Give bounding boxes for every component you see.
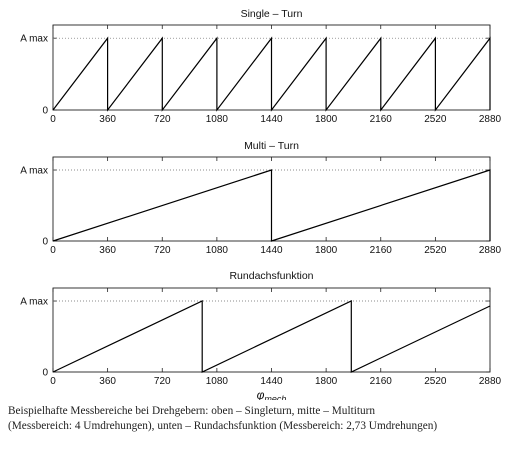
x-tick-label: 2880	[479, 245, 502, 256]
x-tick-label: 1440	[260, 245, 283, 256]
x-tick-label: 2520	[424, 114, 447, 125]
series-line	[52, 300, 491, 373]
y-tick-label: 0	[42, 237, 48, 248]
x-tick-label: 2880	[479, 114, 502, 125]
series-line	[52, 169, 491, 242]
plot-frame	[52, 287, 491, 373]
x-tick-label: 1080	[206, 245, 229, 256]
x-tick-label: 1080	[206, 114, 229, 125]
x-tick-label: 1080	[206, 376, 229, 387]
x-tick-label: 360	[99, 114, 116, 125]
x-tick-label: 1800	[315, 245, 338, 256]
y-tick-label: A max	[20, 166, 48, 177]
x-tick-label: 2160	[370, 376, 393, 387]
x-tick-label: 720	[154, 376, 171, 387]
x-tick-label: 2160	[370, 245, 393, 256]
x-tick-label: 720	[154, 245, 171, 256]
x-tick-label: 2160	[370, 114, 393, 125]
chart-title: Multi – Turn	[244, 140, 299, 152]
x-tick-label: 0	[50, 245, 56, 256]
caption-line-2: (Messbereich: 4 Umdrehungen), unten – Ru…	[8, 420, 438, 432]
x-tick-label: 360	[99, 245, 116, 256]
x-tick-label: 0	[50, 376, 56, 387]
x-tick-label: 2880	[479, 376, 502, 387]
chart-panel-3: Rundachsfunktion 0 360 720 1080 1440 1800 2160 2…	[20, 270, 501, 400]
x-tick-label: 2520	[424, 245, 447, 256]
x-tick-label: 360	[99, 376, 116, 387]
x-tick-label: 0	[50, 114, 56, 125]
x-tick-label: 2520	[424, 376, 447, 387]
y-tick-label: A max	[20, 297, 48, 308]
x-tick-label: 1440	[260, 376, 283, 387]
chart-title: Single – Turn	[241, 8, 303, 20]
x-tick-label: 1800	[315, 376, 338, 387]
caption-line-1: Beispielhafte Messbereiche bei Drehgeber…	[8, 405, 376, 417]
figure: Single – Turn 0 360 720 1080 1440 1800 2160 2520…	[20, 8, 501, 400]
series-line	[52, 36, 491, 112]
chart-title: Rundachsfunktion	[229, 270, 313, 282]
y-tick-label: A max	[20, 34, 48, 45]
x-tick-label: 1440	[260, 114, 283, 125]
x-axis-label: φmech	[257, 388, 287, 400]
figure-caption: Beispielhafte Messbereiche bei Drehgeber…	[8, 404, 513, 434]
y-tick-label: 0	[42, 368, 48, 379]
chart-panel-2: Multi – Turn 0 360 720 1080 1440 1800 2160 2520 2…	[20, 140, 501, 256]
x-tick-label: 1800	[315, 114, 338, 125]
y-tick-label: 0	[42, 106, 48, 117]
x-tick-label: 720	[154, 114, 171, 125]
chart-panel-1: Single – Turn 0 360 720 1080 1440 1800 2160 2520…	[20, 8, 501, 125]
